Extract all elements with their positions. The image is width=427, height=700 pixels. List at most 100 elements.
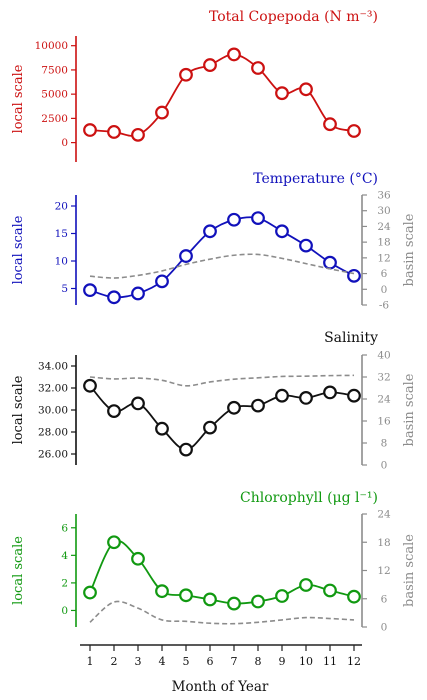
data-point	[227, 212, 241, 227]
right-tick-label: 24	[377, 221, 391, 233]
right-tick-label: 24	[377, 509, 391, 521]
x-tick-label: 6	[207, 655, 214, 668]
x-tick-label: 4	[159, 655, 166, 668]
right-tick-label: 18	[377, 237, 390, 249]
left-tick-label: 30.00	[38, 405, 68, 417]
left-tick-label: 28.00	[38, 427, 68, 439]
x-tick-label: 7	[231, 655, 238, 668]
data-point	[275, 388, 289, 403]
local-series-line	[89, 216, 355, 299]
data-point	[179, 249, 193, 263]
left-tick-label: 0	[61, 137, 68, 149]
data-point	[155, 274, 169, 289]
right-tick-label: 18	[377, 537, 390, 549]
right-axis-label: basin scale	[402, 213, 417, 286]
data-point	[323, 117, 337, 132]
data-point	[299, 82, 313, 97]
basin-series-line	[89, 374, 355, 387]
data-point	[83, 378, 97, 393]
data-point	[347, 388, 361, 403]
x-tick-label: 1	[87, 655, 94, 668]
right-tick-label: 0	[381, 622, 388, 634]
left-tick-label: 5000	[41, 89, 68, 101]
data-point	[83, 585, 97, 600]
panel-title: Salinity	[324, 330, 378, 346]
panel-title: Total Copepoda (N m⁻³)	[209, 9, 378, 25]
right-tick-label: 0	[381, 284, 388, 296]
data-point	[251, 594, 265, 609]
data-point	[299, 391, 313, 405]
data-point	[203, 592, 217, 607]
data-point	[251, 211, 265, 226]
data-point	[107, 535, 121, 550]
right-tick-label: 6	[381, 268, 388, 280]
x-tick-label: 11	[323, 655, 337, 668]
left-tick-label: 6	[61, 522, 68, 534]
x-tick-label: 10	[299, 655, 313, 668]
data-point	[323, 583, 337, 598]
right-tick-label: 24	[377, 394, 391, 406]
x-tick-label: 5	[183, 655, 190, 668]
data-point	[131, 127, 145, 142]
local-series-line	[89, 385, 355, 451]
data-point	[227, 596, 241, 611]
left-tick-label: 5	[61, 283, 68, 295]
left-tick-label: 32.00	[38, 383, 68, 395]
x-tick-label: 12	[347, 655, 361, 668]
left-tick-label: 15	[55, 228, 68, 240]
left-tick-label: 34.00	[38, 361, 68, 373]
left-tick-label: 0	[61, 605, 68, 617]
data-point	[227, 400, 241, 415]
data-point	[107, 290, 121, 305]
basin-series-line	[89, 253, 355, 279]
x-tick-label: 2	[111, 655, 118, 668]
right-tick-label: 12	[377, 565, 390, 577]
data-point	[179, 588, 193, 603]
data-point	[275, 589, 289, 603]
x-tick-label: 9	[279, 655, 286, 668]
data-point	[179, 442, 193, 457]
x-axis-label: Month of Year	[172, 679, 269, 695]
x-tick-label: 3	[135, 655, 142, 668]
data-point	[107, 125, 121, 139]
data-point	[83, 283, 97, 298]
left-tick-label: 7500	[41, 64, 68, 76]
local-series-line	[89, 540, 355, 605]
right-tick-label: 8	[381, 438, 388, 450]
data-point	[155, 584, 169, 599]
left-tick-label: 10	[55, 256, 68, 268]
right-tick-label: -6	[379, 300, 390, 312]
data-point	[347, 268, 361, 283]
data-point	[131, 286, 145, 301]
right-tick-label: 0	[381, 460, 388, 472]
left-tick-label: 20	[55, 201, 68, 213]
left-tick-label: 2500	[41, 113, 68, 125]
data-point	[227, 47, 241, 62]
data-point	[323, 385, 337, 400]
right-tick-label: 6	[381, 593, 388, 605]
left-tick-label: 26.00	[38, 449, 68, 461]
data-point	[203, 224, 217, 239]
right-tick-label: 30	[377, 205, 390, 217]
right-axis-label: basin scale	[402, 373, 417, 446]
right-tick-label: 16	[377, 416, 391, 428]
left-tick-label: 2	[61, 577, 68, 589]
data-point	[251, 398, 265, 413]
left-axis-label: local scale	[11, 215, 26, 284]
right-axis-label: basin scale	[402, 534, 417, 607]
right-tick-label: 36	[377, 190, 391, 202]
left-tick-label: 4	[61, 550, 68, 562]
left-axis-label: local scale	[11, 64, 26, 133]
panel-title: Chlorophyll (μg l⁻¹)	[240, 490, 378, 506]
data-point	[107, 404, 121, 419]
data-point	[203, 58, 217, 72]
data-point	[131, 551, 145, 566]
left-axis-label: local scale	[11, 375, 26, 444]
data-point	[299, 578, 313, 592]
data-point	[83, 123, 97, 137]
data-point	[203, 420, 217, 435]
right-tick-label: 40	[377, 350, 390, 362]
data-point	[251, 61, 265, 75]
basin-series-line	[89, 600, 355, 625]
